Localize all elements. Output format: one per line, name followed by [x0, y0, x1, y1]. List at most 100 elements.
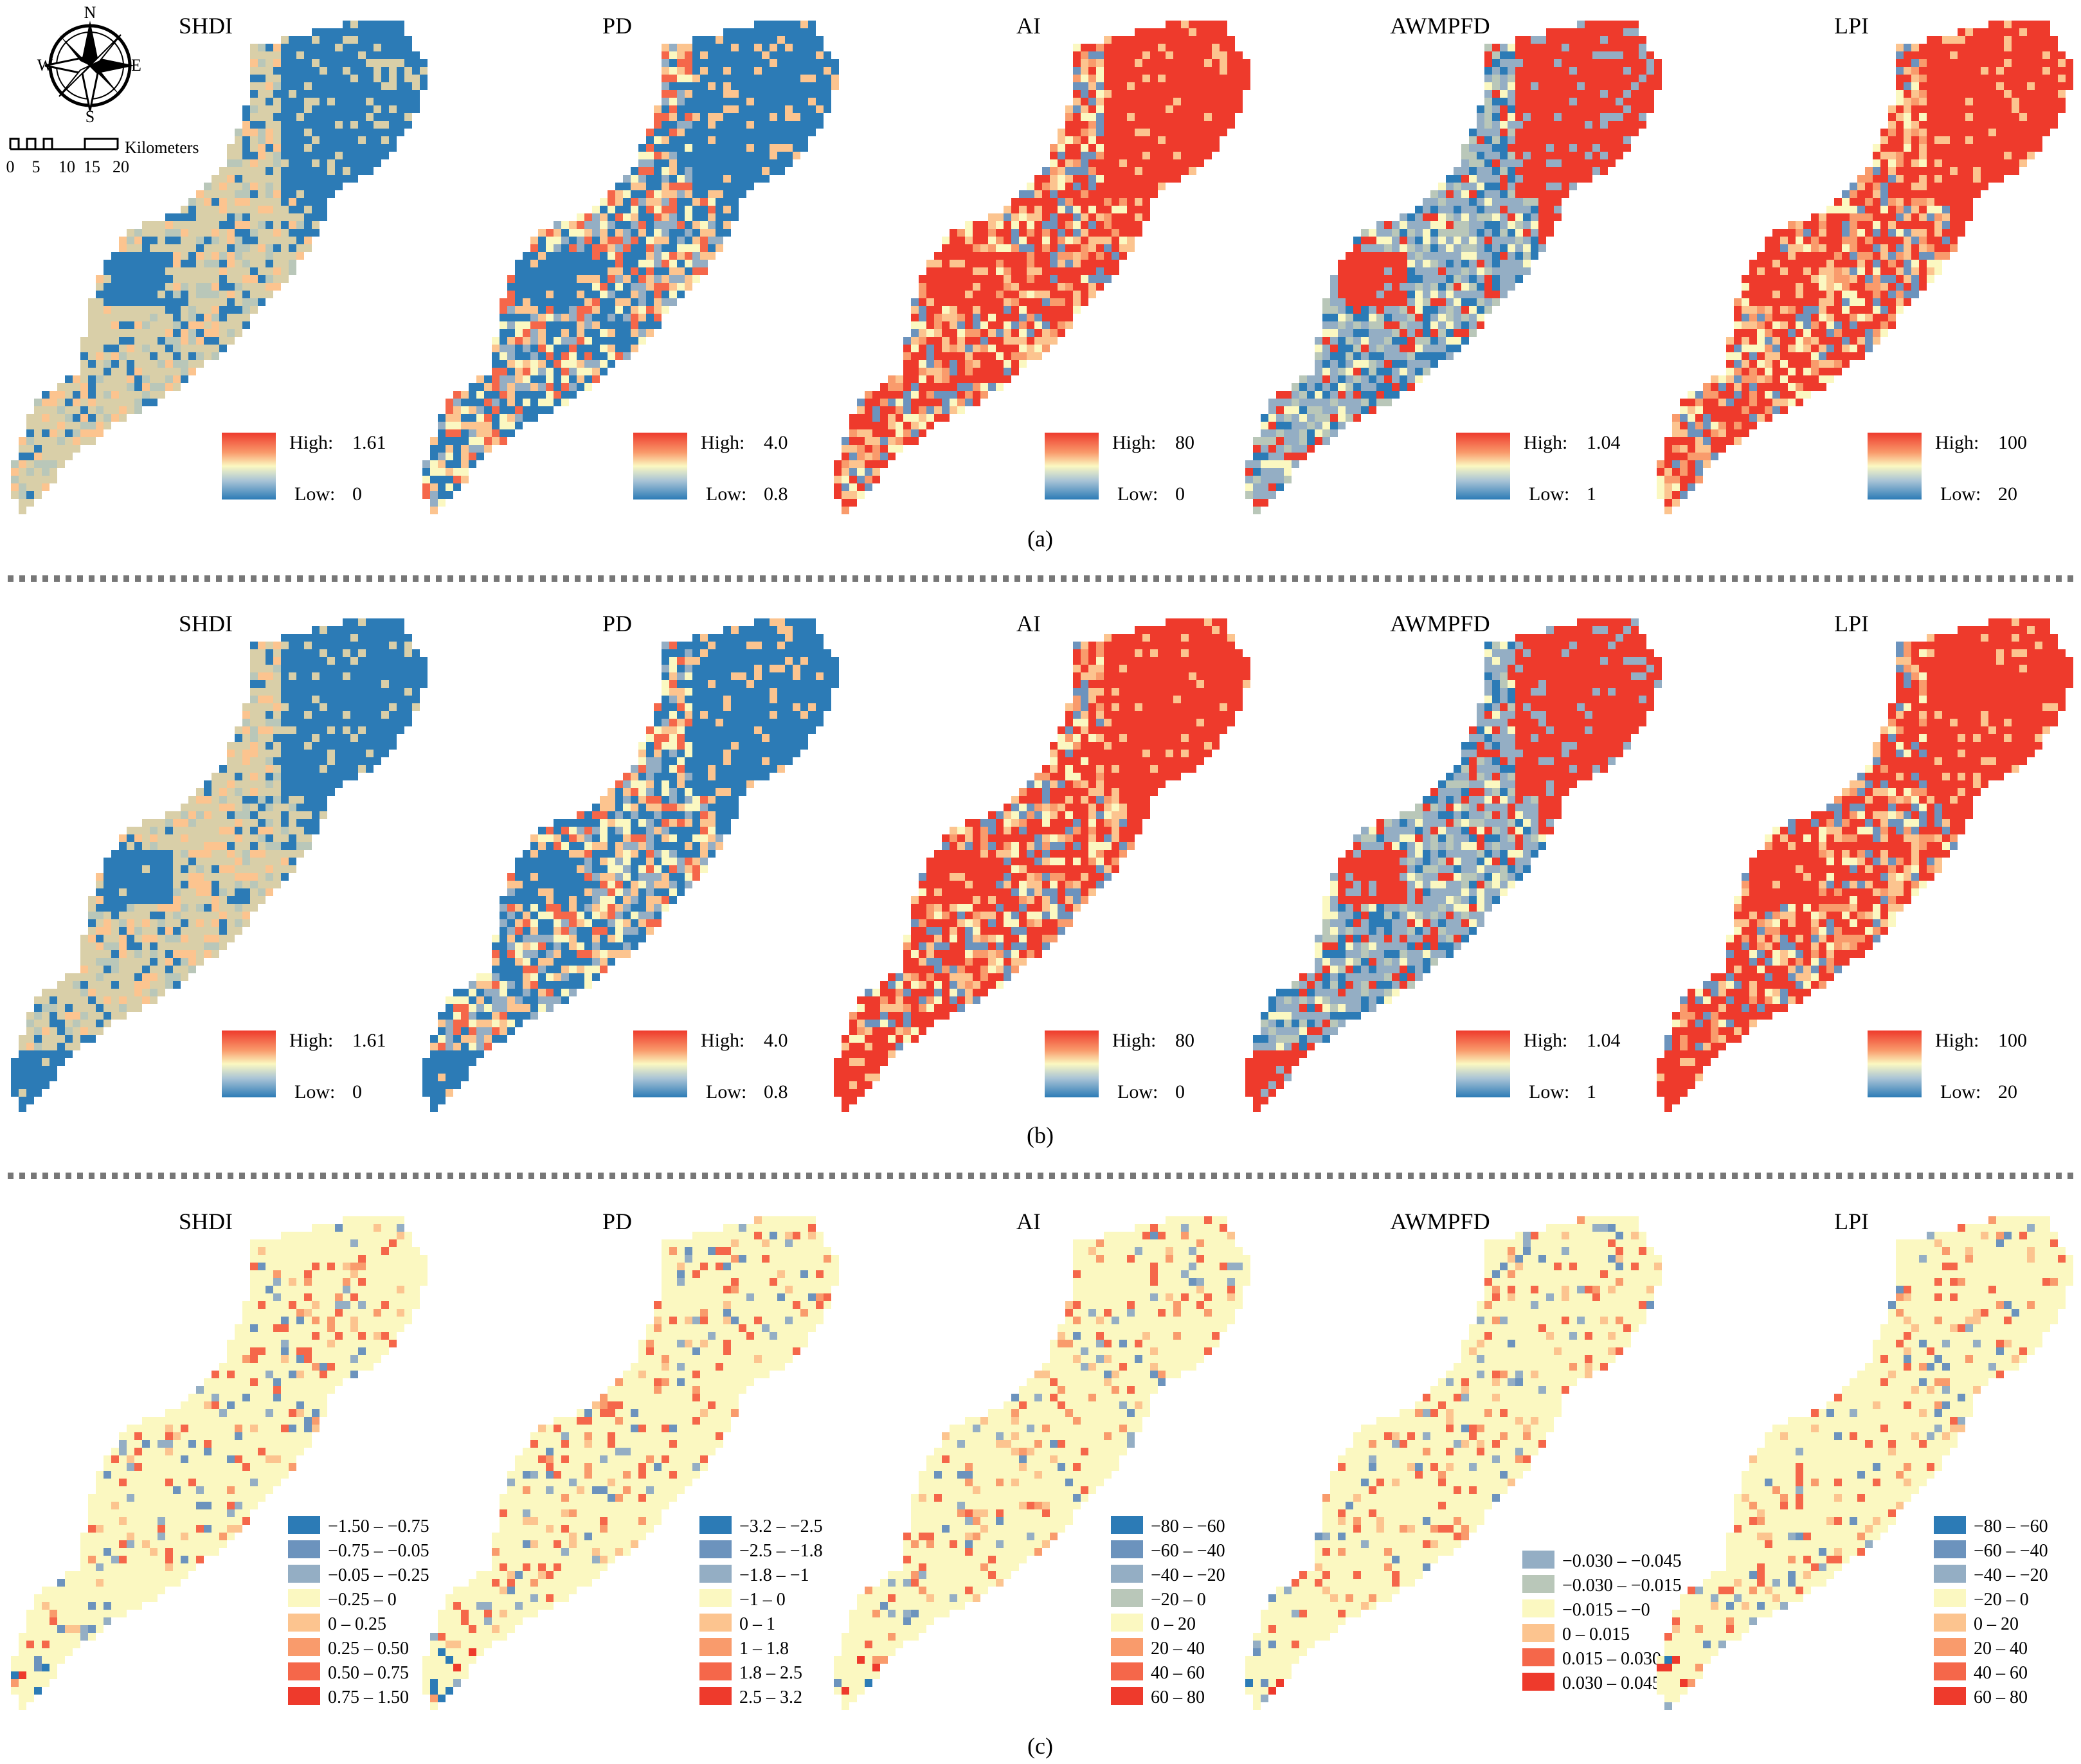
map-cell [358, 159, 366, 167]
map-cell [1484, 291, 1492, 298]
map-cell [1508, 175, 1515, 183]
map-cell [1508, 129, 1515, 136]
map-cell [212, 298, 219, 306]
map-cell [188, 252, 196, 260]
map-cell [808, 98, 816, 105]
map-cell [2058, 75, 2066, 82]
map-cell [988, 337, 996, 345]
map-cell [134, 391, 142, 399]
map-cell [1253, 499, 1261, 507]
map-cell [1361, 237, 1369, 244]
map-cell [654, 105, 662, 113]
map-cell [716, 237, 723, 244]
map-cell [1538, 75, 1546, 82]
map-cell [507, 321, 515, 329]
map-cell [1873, 152, 1880, 159]
map-cell [296, 206, 304, 213]
map-cell [500, 298, 507, 306]
map-cell [561, 229, 569, 237]
map-cell [484, 422, 492, 429]
map-cell [150, 321, 158, 329]
map-cell [980, 252, 988, 260]
map-cell [204, 260, 212, 267]
map-cell [708, 198, 716, 206]
map-cell [358, 136, 366, 144]
map-cell [1127, 190, 1135, 198]
map-cell [942, 275, 950, 283]
map-cell [1927, 44, 1934, 51]
map-cell [569, 306, 577, 314]
map-cell [204, 183, 212, 190]
map-cell [793, 98, 800, 105]
map-cell [374, 136, 381, 144]
map-cell [1212, 90, 1220, 98]
map-cell [1654, 67, 1662, 75]
map-cell [1546, 144, 1554, 152]
map-cell [1430, 314, 1438, 321]
map-cell [1958, 167, 1965, 175]
map-cell [358, 167, 366, 175]
map-cell [538, 314, 546, 321]
map-cell [1585, 28, 1592, 36]
map-cell [1508, 144, 1515, 152]
map-cell [350, 129, 358, 136]
map-cell [507, 399, 515, 406]
map-cell [646, 129, 654, 136]
map-cell [1042, 206, 1050, 213]
map-cell [65, 422, 73, 429]
map-cell [669, 59, 677, 67]
map-cell [1911, 105, 1919, 113]
map-cell [142, 360, 150, 368]
map-cell [1088, 237, 1096, 244]
map-cell [1227, 90, 1235, 98]
map-cell [569, 321, 577, 329]
map-cell [397, 51, 404, 59]
map-cell [1196, 36, 1204, 44]
map-cell [1577, 113, 1585, 121]
map-cell [1268, 491, 1276, 499]
map-cell [546, 298, 554, 306]
map-cell [1181, 159, 1189, 167]
map-cell [2012, 113, 2019, 121]
map-cell [165, 283, 173, 291]
map-cell [546, 337, 554, 345]
map-cell [1004, 306, 1011, 314]
map-cell [304, 213, 312, 221]
map-cell [1058, 267, 1065, 275]
map-cell [934, 375, 942, 383]
map-cell [708, 175, 716, 183]
map-cell [1988, 105, 1996, 113]
map-cell [335, 144, 343, 152]
map-cell [1461, 321, 1469, 329]
map-cell [492, 345, 500, 352]
map-cell [1027, 260, 1034, 267]
map-cell [1011, 221, 1019, 229]
map-cell [1400, 352, 1407, 360]
map-cell [888, 375, 896, 383]
map-cell [515, 337, 523, 345]
map-cell [708, 67, 716, 75]
map-cell [615, 260, 623, 267]
map-cell [2019, 67, 2027, 75]
map-cell [1950, 129, 1958, 136]
map-cell [561, 329, 569, 337]
map-cell [134, 406, 142, 414]
map-cell [1330, 399, 1338, 406]
map-cell [1500, 237, 1508, 244]
map-cell [150, 260, 158, 267]
map-cell [1011, 229, 1019, 237]
legend-low-label: Low: [1117, 483, 1158, 505]
map-cell [219, 175, 227, 183]
map-cell [1150, 67, 1158, 75]
map-cell [389, 121, 397, 129]
map-cell [134, 345, 142, 352]
map-cell [950, 345, 957, 352]
map-cell [258, 113, 266, 121]
map-cell [366, 75, 374, 82]
map-cell [1616, 90, 1623, 98]
map-cell [723, 98, 731, 105]
map-cell [926, 422, 934, 429]
map-cell [1096, 82, 1104, 90]
map-cell [1415, 221, 1423, 229]
map-raster [834, 21, 1250, 514]
